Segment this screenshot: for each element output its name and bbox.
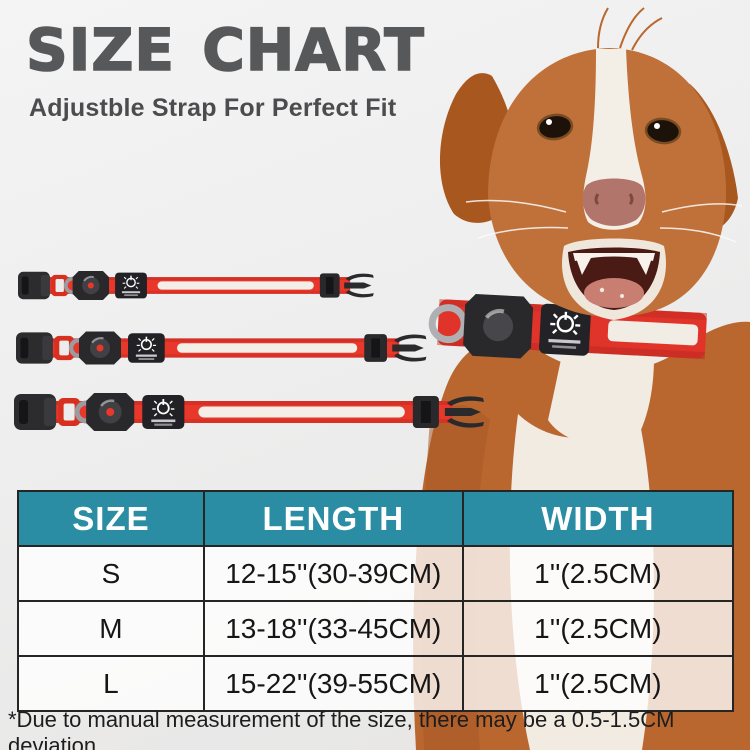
page-title: SIZE CHART [25,15,425,85]
column-header-length: LENGTH [202,490,464,547]
cell-width-l: 1''(2.5CM) [461,655,735,712]
collar-medium [16,328,429,368]
column-header-size: SIZE [17,490,205,547]
cell-width-m: 1''(2.5CM) [461,600,735,657]
cell-width-s: 1''(2.5CM) [461,545,735,602]
size-chart-table: SIZE LENGTH WIDTH S 12-15''(30-39CM) 1''… [17,490,735,712]
page-subtitle: Adjustble Strap For Perfect Fit [29,94,397,122]
glow-light-icon [550,311,581,336]
table-row-s: S 12-15''(30-39CM) 1''(2.5CM) [17,545,735,602]
reflective-stripe [607,320,699,346]
collar-small [18,269,376,302]
cell-length-l: 15-22''(39-55CM) [202,655,464,712]
cell-size-s: S [17,545,205,602]
table-row-m: M 13-18''(33-45CM) 1''(2.5CM) [17,600,735,657]
table-header-row: SIZE LENGTH WIDTH [17,490,735,547]
collar-large [14,389,487,435]
collar-d-ring [428,304,468,344]
column-header-width: WIDTH [461,490,735,547]
cell-size-m: M [17,600,205,657]
dog-head [465,7,743,320]
table-row-l: L 15-22''(39-55CM) 1''(2.5CM) [17,655,735,712]
dog-eyes [536,113,682,145]
cell-length-s: 12-15''(30-39CM) [202,545,464,602]
dog-nose [582,178,646,226]
measurement-deviation-note: *Due to manual measurement of the size, … [8,707,675,750]
cell-size-l: L [17,655,205,712]
cell-length-m: 13-18''(33-45CM) [202,600,464,657]
dog-tongue [584,278,644,308]
